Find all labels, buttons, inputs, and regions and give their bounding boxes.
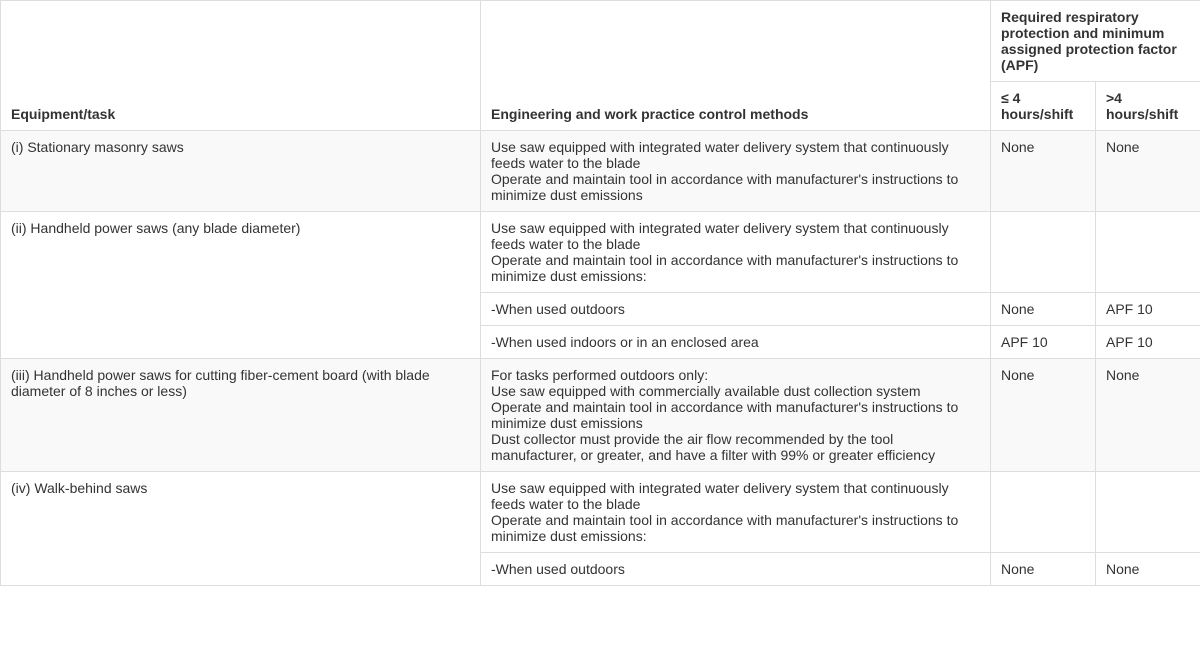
silica-control-table: Equipment/task Engineering and work prac… xyxy=(0,0,1200,586)
method-line: Use saw equipped with commercially avail… xyxy=(491,383,980,399)
cell-equipment: (i) Stationary masonry saws xyxy=(1,131,481,212)
cell-equipment: (ii) Handheld power saws (any blade diam… xyxy=(1,212,481,359)
cell-apf-le4: APF 10 xyxy=(991,326,1096,359)
cell-apf-le4 xyxy=(991,212,1096,293)
cell-apf-gt4: None xyxy=(1096,553,1200,586)
cell-methods: -When used outdoors xyxy=(481,293,991,326)
col-header-apf-group: Required respiratory protection and mini… xyxy=(991,1,1200,82)
cell-apf-le4 xyxy=(991,472,1096,553)
cell-methods: Use saw equipped with integrated water d… xyxy=(481,212,991,293)
method-line: -When used indoors or in an enclosed are… xyxy=(491,334,980,350)
cell-apf-le4: None xyxy=(991,359,1096,472)
method-line: -When used outdoors xyxy=(491,301,980,317)
table-row: (iv) Walk-behind sawsUse saw equipped wi… xyxy=(1,472,1200,553)
cell-equipment: (iii) Handheld power saws for cutting fi… xyxy=(1,359,481,472)
cell-methods: -When used outdoors xyxy=(481,553,991,586)
method-line: Operate and maintain tool in accordance … xyxy=(491,399,980,431)
cell-apf-gt4: APF 10 xyxy=(1096,326,1200,359)
col-header-methods: Engineering and work practice control me… xyxy=(481,1,991,131)
cell-equipment: (iv) Walk-behind saws xyxy=(1,472,481,586)
table-header: Equipment/task Engineering and work prac… xyxy=(1,1,1200,131)
cell-apf-gt4 xyxy=(1096,472,1200,553)
table-row: (iii) Handheld power saws for cutting fi… xyxy=(1,359,1200,472)
method-line: Operate and maintain tool in accordance … xyxy=(491,512,980,544)
method-line: For tasks performed outdoors only: xyxy=(491,367,980,383)
cell-apf-le4: None xyxy=(991,293,1096,326)
table-body: (i) Stationary masonry saws Use saw equip… xyxy=(1,131,1200,586)
method-line: Use saw equipped with integrated water d… xyxy=(491,139,980,171)
cell-methods: For tasks performed outdoors only:Use sa… xyxy=(481,359,991,472)
cell-methods: Use saw equipped with integrated water d… xyxy=(481,131,991,212)
col-header-apf-le4: ≤ 4 hours/shift xyxy=(991,82,1096,131)
cell-methods: -When used indoors or in an enclosed are… xyxy=(481,326,991,359)
cell-apf-le4: None xyxy=(991,131,1096,212)
table-row: (ii) Handheld power saws (any blade diam… xyxy=(1,212,1200,293)
cell-methods: Use saw equipped with integrated water d… xyxy=(481,472,991,553)
method-line: Dust collector must provide the air flow… xyxy=(491,431,980,463)
method-line: Operate and maintain tool in accordance … xyxy=(491,171,980,203)
table-row: (i) Stationary masonry saws Use saw equip… xyxy=(1,131,1200,212)
cell-apf-gt4: None xyxy=(1096,359,1200,472)
col-header-apf-gt4: >4 hours/shift xyxy=(1096,82,1200,131)
cell-apf-gt4: None xyxy=(1096,131,1200,212)
cell-apf-gt4: APF 10 xyxy=(1096,293,1200,326)
method-line: -When used outdoors xyxy=(491,561,980,577)
method-line: Operate and maintain tool in accordance … xyxy=(491,252,980,284)
method-line: Use saw equipped with integrated water d… xyxy=(491,480,980,512)
col-header-equipment: Equipment/task xyxy=(1,1,481,131)
method-line: Use saw equipped with integrated water d… xyxy=(491,220,980,252)
cell-apf-le4: None xyxy=(991,553,1096,586)
cell-apf-gt4 xyxy=(1096,212,1200,293)
